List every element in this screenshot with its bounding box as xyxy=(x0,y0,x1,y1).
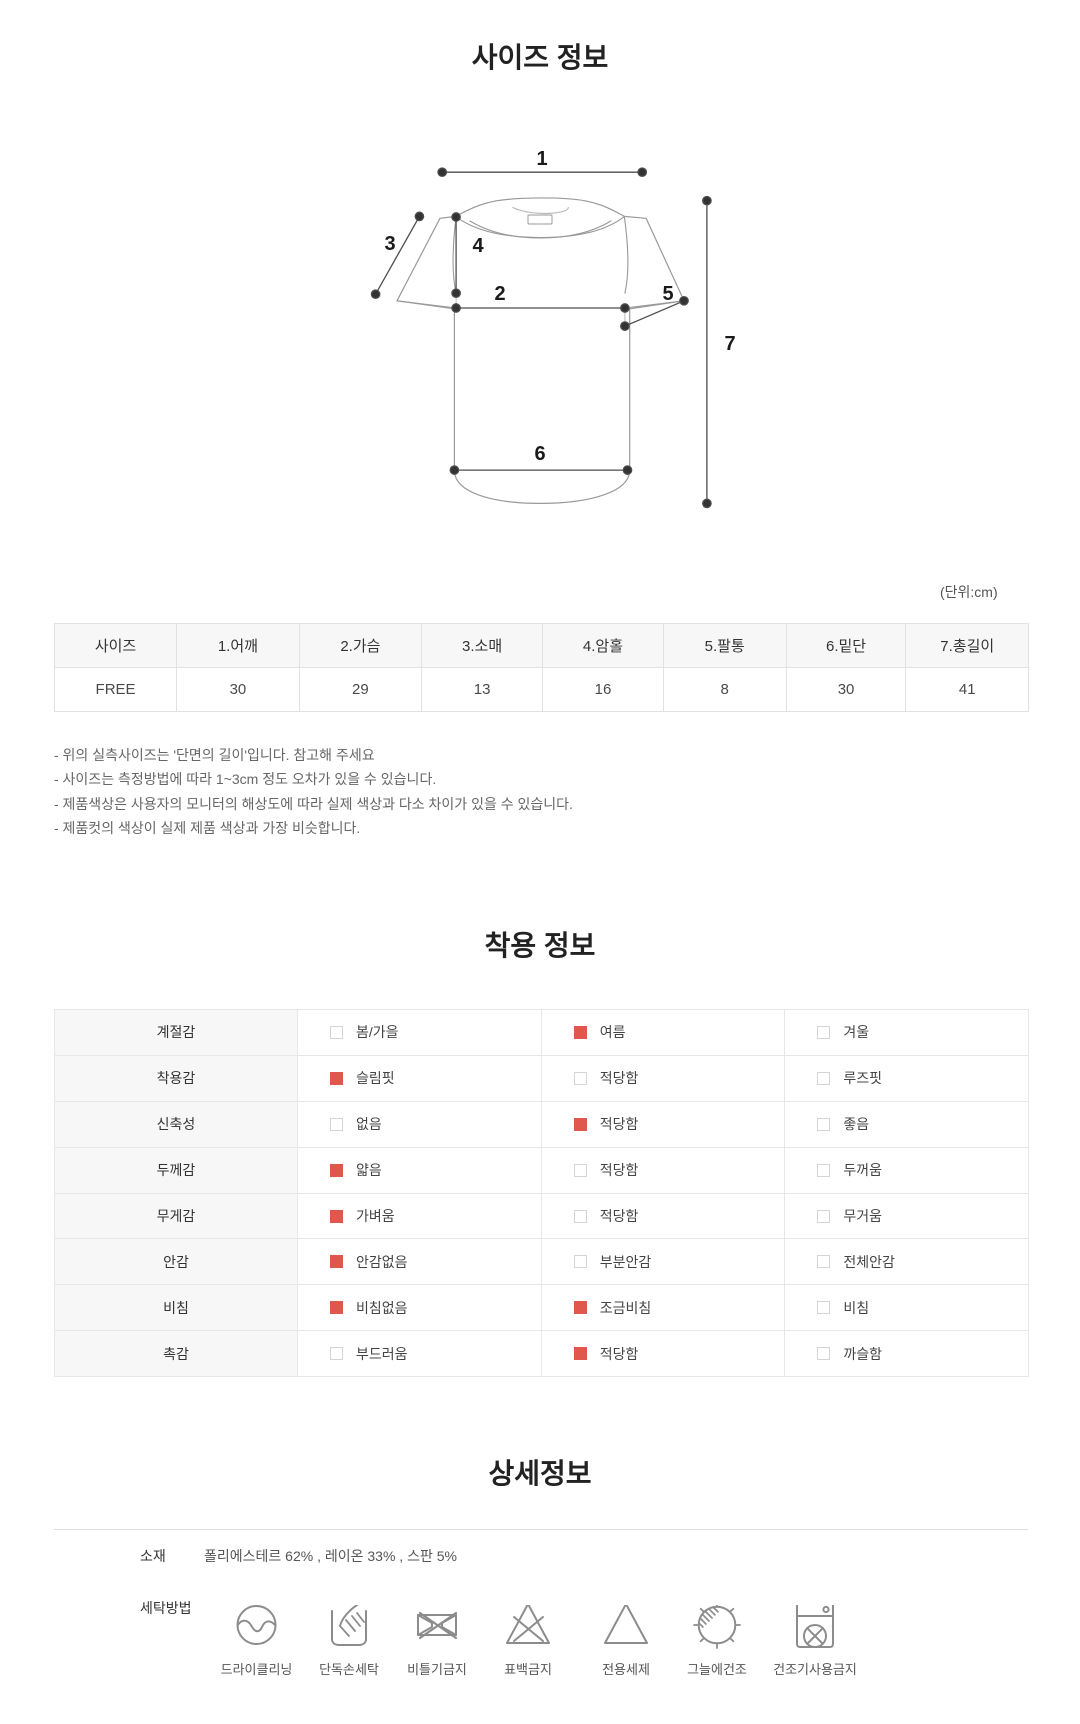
svg-text:6: 6 xyxy=(534,443,545,465)
svg-text:4: 4 xyxy=(472,235,484,257)
svg-text:3: 3 xyxy=(384,233,395,255)
svg-text:1: 1 xyxy=(536,148,547,170)
svg-text:2: 2 xyxy=(494,283,505,305)
svg-text:5: 5 xyxy=(662,283,673,305)
svg-text:7: 7 xyxy=(724,333,735,355)
